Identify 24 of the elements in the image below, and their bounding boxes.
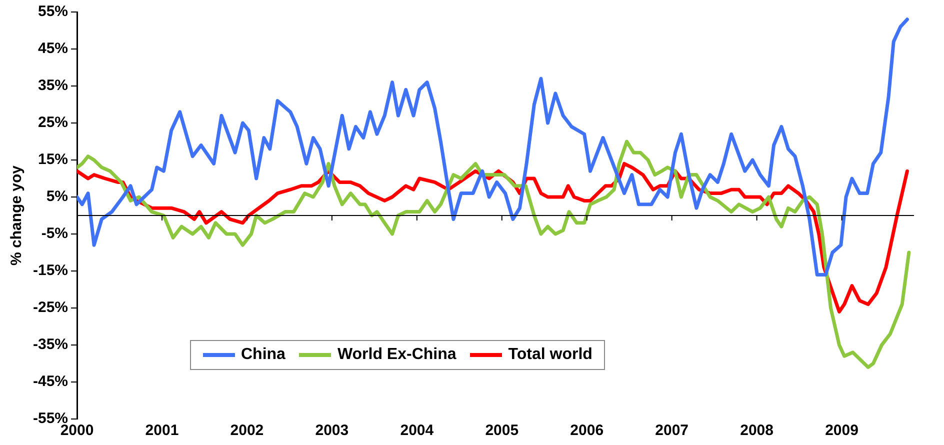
y-tick-label: 25% (38, 114, 68, 132)
y-tick-label: -5% (41, 225, 68, 242)
x-tick-label: 2006 (570, 422, 604, 440)
y-axis-title: % change yoy (8, 164, 26, 266)
y-tick-label: 15% (38, 151, 68, 168)
legend-label: Total world (508, 346, 592, 364)
x-tick-label: 2001 (145, 422, 179, 440)
legend-label: World Ex-China (337, 346, 456, 364)
y-tick-label: -45% (32, 373, 68, 390)
y-tick-label: 55% (38, 3, 68, 20)
x-tick-label: 2007 (655, 422, 689, 440)
y-tick-label: -15% (32, 262, 68, 280)
x-tick-label: 2003 (315, 422, 349, 440)
x-tick-label: 2005 (485, 422, 519, 440)
x-tick-label: 2008 (740, 422, 774, 440)
y-tick-label: 5% (46, 188, 68, 206)
y-tick-label: -35% (32, 336, 68, 354)
x-tick-label: 2004 (400, 422, 434, 440)
y-tick-label: 45% (38, 40, 68, 58)
x-tick-label: 2009 (825, 422, 858, 440)
y-tick-label: 35% (38, 77, 68, 94)
x-tick-label: 2002 (230, 422, 264, 440)
y-tick-label: -25% (32, 299, 68, 316)
legend-label: China (241, 346, 286, 364)
